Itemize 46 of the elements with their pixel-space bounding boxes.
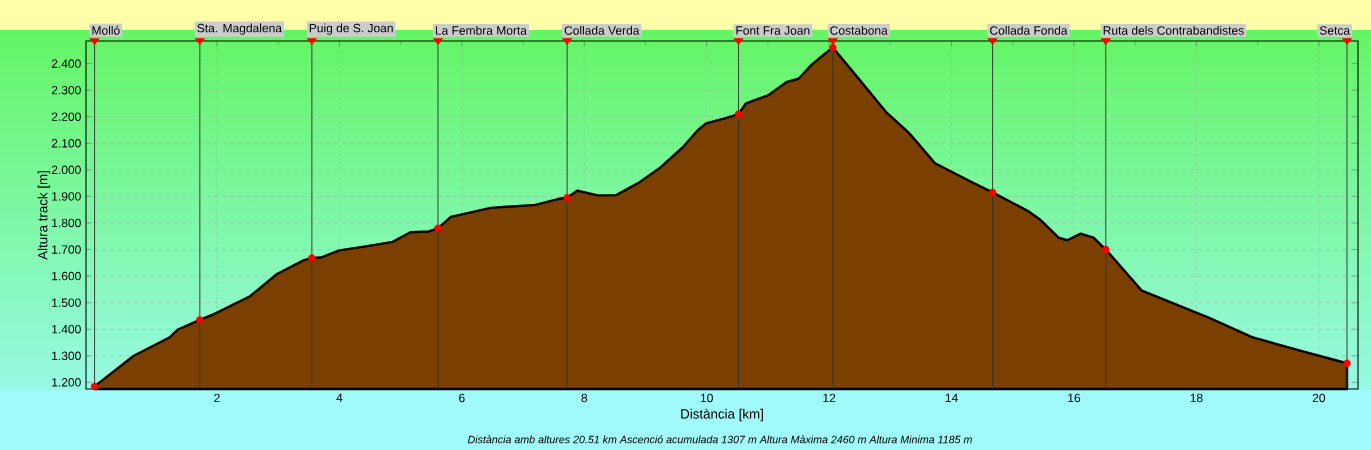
y-tick-label: 1.200 xyxy=(52,378,81,387)
x-tick-label: 4 xyxy=(336,393,343,402)
point xyxy=(734,110,743,118)
x-tick-label: 20 xyxy=(1312,393,1326,403)
point xyxy=(563,194,571,202)
ref-line-label: Ruta dels Contrabandistes xyxy=(1103,25,1244,35)
ref-line-label: Font Fra Joan xyxy=(736,26,810,35)
point xyxy=(196,316,204,324)
x-tick-label: 12 xyxy=(823,393,836,403)
ref-line-label: Molló xyxy=(92,25,120,35)
x-tick-label: 8 xyxy=(581,393,588,403)
ref-line-label: Collada Fonda xyxy=(990,25,1068,35)
point xyxy=(308,254,316,262)
y-tick-label: 2.100 xyxy=(51,139,81,148)
y-tick-label: 1.700 xyxy=(52,245,81,254)
y-tick-label: 2.000 xyxy=(51,165,81,175)
y-tick-label: 2.300 xyxy=(51,85,81,95)
point xyxy=(434,224,442,233)
y-tick-label: 2.400 xyxy=(51,59,81,68)
y-tick-label: 1.500 xyxy=(52,298,81,307)
x-tick-label: 18 xyxy=(1190,393,1203,403)
x-tick-label: 10 xyxy=(700,393,713,403)
x-tick-label: 16 xyxy=(1068,393,1081,403)
ref-line-label: Collada Verda xyxy=(564,25,640,35)
y-tick-label: 1.600 xyxy=(52,271,81,281)
ref-line-label: Sta. Magdalena xyxy=(197,23,282,35)
y-axis-title: Altura track [m] xyxy=(37,171,51,260)
y-tick-label: 2.200 xyxy=(51,112,81,121)
ref-line-label: La Fembra Morta xyxy=(435,25,527,35)
x-tick-label: 14 xyxy=(945,393,958,402)
point xyxy=(90,382,99,391)
y-tick-label: 1.900 xyxy=(52,192,81,201)
ref-line-label: Costabona xyxy=(830,25,888,35)
ref-line-label: Puig de S. Joan xyxy=(309,23,393,35)
point xyxy=(829,43,837,52)
x-tick-label: 6 xyxy=(459,393,465,403)
ref-line-label: Setca xyxy=(1319,26,1351,35)
y-tick-label: 1.800 xyxy=(52,218,81,228)
point xyxy=(1343,359,1351,367)
point xyxy=(988,188,997,197)
y-tick-label: 1.400 xyxy=(52,324,81,334)
x-tick-label: 2 xyxy=(214,393,220,403)
point xyxy=(1102,245,1110,254)
text: Distància amb altures 20.51 km Ascenció acumulada 1307 m Altura Màxima 2460 m Altura Minima 1185 m xyxy=(467,435,972,444)
y-tick-label: 1.300 xyxy=(52,351,81,361)
x-axis-title: Distància [km] xyxy=(681,408,763,422)
